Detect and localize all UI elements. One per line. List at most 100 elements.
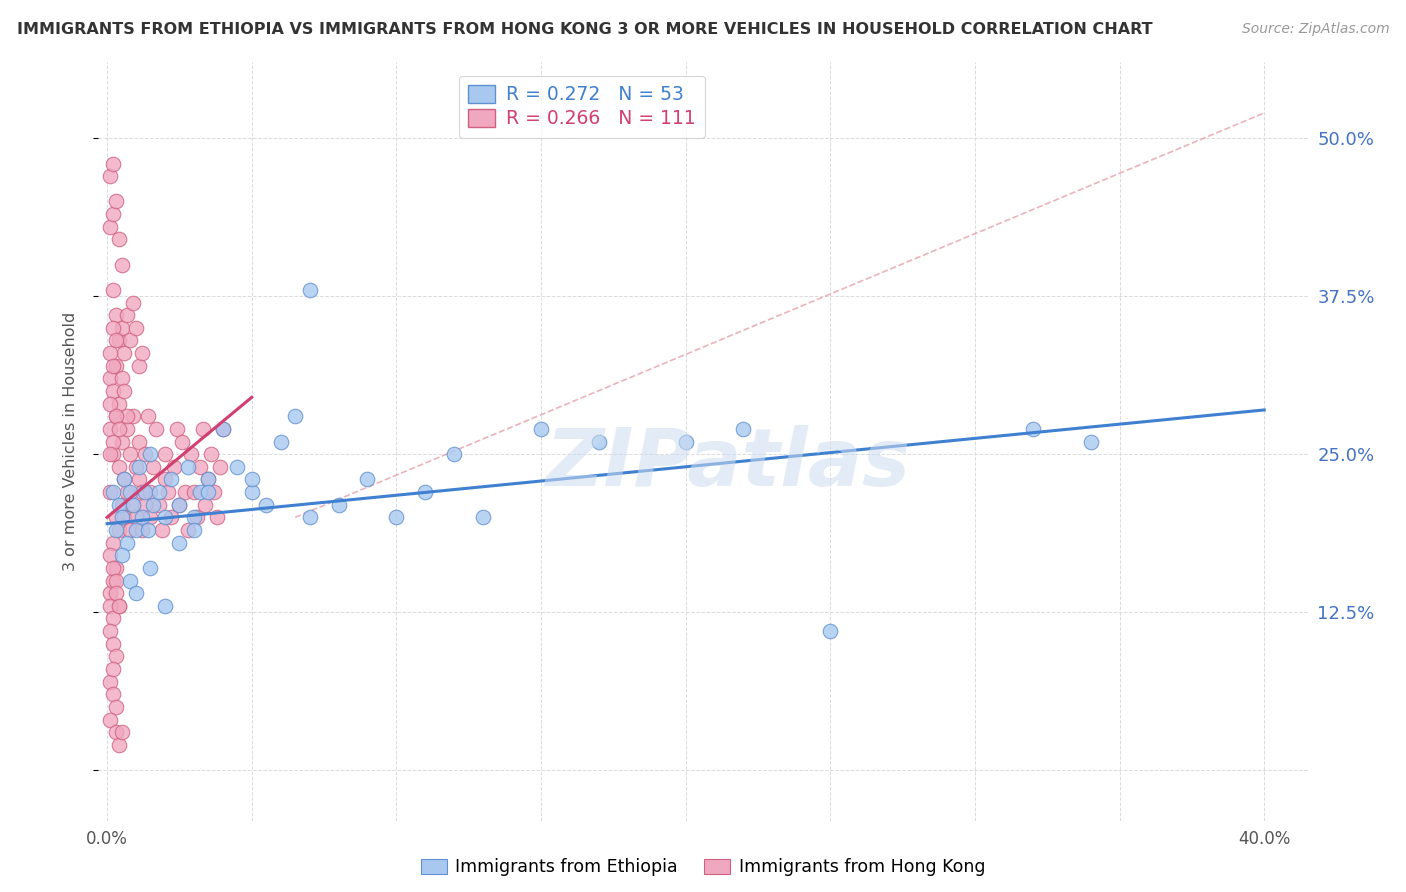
Point — [197, 485, 219, 500]
Point — [128, 473, 150, 487]
Point — [211, 422, 233, 436]
Point — [110, 320, 132, 334]
Point — [191, 422, 214, 436]
Point — [211, 422, 233, 436]
Point — [472, 510, 495, 524]
Point — [101, 207, 124, 221]
Text: Source: ZipAtlas.com: Source: ZipAtlas.com — [1241, 22, 1389, 37]
Point — [186, 510, 208, 524]
Point — [240, 485, 263, 500]
Point — [188, 485, 211, 500]
Point — [110, 510, 132, 524]
Point — [107, 738, 129, 752]
Point — [153, 510, 176, 524]
Point — [110, 434, 132, 449]
Point — [385, 510, 408, 524]
Point — [156, 485, 179, 500]
Point — [98, 219, 121, 234]
Point — [183, 485, 205, 500]
Point — [120, 334, 142, 348]
Point — [101, 611, 124, 625]
Point — [101, 687, 124, 701]
Point — [131, 510, 153, 524]
Point — [122, 409, 145, 424]
Point — [162, 459, 184, 474]
Point — [413, 485, 436, 500]
Point — [356, 473, 378, 487]
Point — [122, 498, 145, 512]
Point — [104, 725, 127, 739]
Point — [98, 447, 121, 461]
Point — [101, 485, 124, 500]
Point — [110, 548, 132, 563]
Point — [139, 485, 162, 500]
Point — [104, 409, 127, 424]
Point — [180, 447, 202, 461]
Point — [110, 498, 132, 512]
Point — [104, 510, 127, 524]
Point — [131, 346, 153, 360]
Point — [107, 232, 129, 246]
Point — [117, 485, 139, 500]
Point — [145, 422, 167, 436]
Point — [101, 637, 124, 651]
Point — [125, 510, 148, 524]
Point — [153, 599, 176, 613]
Point — [98, 624, 121, 639]
Point — [98, 371, 121, 385]
Point — [128, 459, 150, 474]
Point — [183, 510, 205, 524]
Point — [148, 498, 170, 512]
Point — [107, 334, 129, 348]
Point — [101, 535, 124, 549]
Point — [117, 422, 139, 436]
Point — [98, 674, 121, 689]
Point — [101, 384, 124, 398]
Point — [98, 485, 121, 500]
Point — [298, 510, 321, 524]
Point — [101, 434, 124, 449]
Point — [117, 409, 139, 424]
Point — [298, 283, 321, 297]
Point — [104, 574, 127, 588]
Point — [270, 434, 292, 449]
Point — [114, 473, 136, 487]
Point — [169, 535, 191, 549]
Point — [110, 725, 132, 739]
Point — [98, 169, 121, 184]
Point — [125, 459, 148, 474]
Point — [122, 498, 145, 512]
Point — [120, 485, 142, 500]
Point — [530, 422, 553, 436]
Point — [104, 561, 127, 575]
Point — [177, 523, 200, 537]
Point — [142, 459, 165, 474]
Point — [588, 434, 610, 449]
Point — [197, 473, 219, 487]
Point — [104, 523, 127, 537]
Point — [98, 548, 121, 563]
Point — [139, 510, 162, 524]
Point — [107, 459, 129, 474]
Point — [159, 510, 181, 524]
Y-axis label: 3 or more Vehicles in Household: 3 or more Vehicles in Household — [63, 312, 77, 571]
Point — [101, 320, 124, 334]
Point — [101, 447, 124, 461]
Point — [98, 396, 121, 410]
Point — [101, 156, 124, 170]
Point — [104, 409, 127, 424]
Point — [240, 473, 263, 487]
Point — [150, 523, 173, 537]
Point — [107, 396, 129, 410]
Point — [1022, 422, 1045, 436]
Point — [101, 283, 124, 297]
Point — [98, 599, 121, 613]
Point — [134, 485, 156, 500]
Point — [675, 434, 697, 449]
Text: ZIPatlas: ZIPatlas — [544, 425, 910, 503]
Point — [125, 586, 148, 600]
Point — [1080, 434, 1102, 449]
Point — [128, 434, 150, 449]
Point — [120, 523, 142, 537]
Point — [114, 384, 136, 398]
